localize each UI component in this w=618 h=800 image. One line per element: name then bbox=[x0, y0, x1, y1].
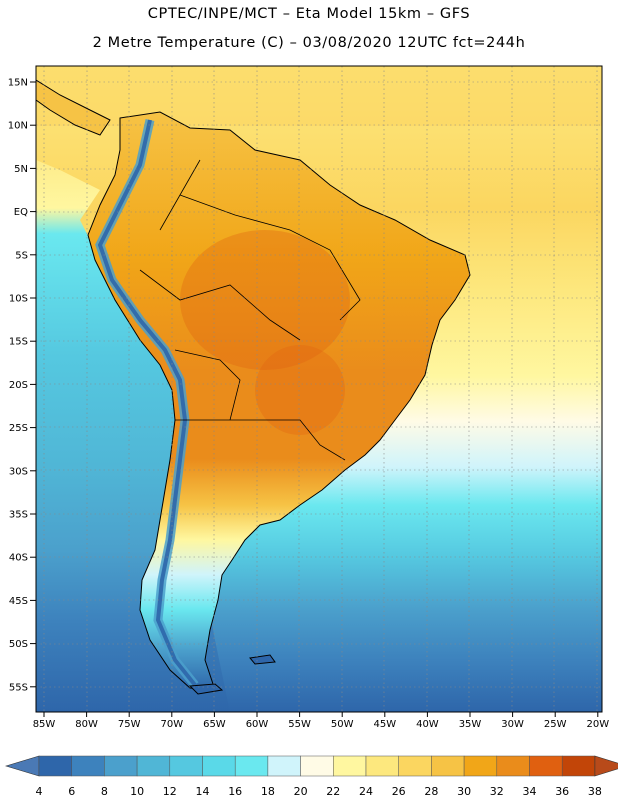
colorbar-tick-label: 18 bbox=[261, 785, 275, 798]
colorbar-tick-label: 12 bbox=[163, 785, 177, 798]
lon-label: 25W bbox=[544, 719, 567, 730]
colorbar-tick-label: 8 bbox=[101, 785, 108, 798]
lon-label: 40W bbox=[416, 719, 439, 730]
lon-label: 45W bbox=[373, 719, 396, 730]
lat-label: 20S bbox=[9, 380, 28, 391]
lat-label: 30S bbox=[9, 466, 28, 477]
colorbar-swatch bbox=[365, 755, 399, 777]
lon-label: 80W bbox=[75, 719, 98, 730]
lon-label: 35W bbox=[459, 719, 482, 730]
title-line-1: CPTEC/INPE/MCT – Eta Model 15km – GFS bbox=[147, 6, 471, 22]
colorbar-swatch bbox=[234, 755, 269, 777]
colorbar-tick-label: 22 bbox=[326, 785, 340, 798]
colorbar-tick-label: 28 bbox=[424, 785, 438, 798]
colorbar-low-arrow bbox=[4, 755, 40, 777]
colorbar-swatch bbox=[202, 755, 236, 777]
lon-label: 85W bbox=[33, 719, 56, 730]
lat-label: 45S bbox=[9, 596, 28, 607]
colorbar-tick-label: 32 bbox=[490, 785, 504, 798]
colorbar-swatch bbox=[463, 755, 498, 777]
lat-label: 25S bbox=[9, 423, 28, 434]
lat-label: 10S bbox=[9, 294, 28, 305]
lon-label: 65W bbox=[203, 719, 226, 730]
lat-label: 15N bbox=[8, 78, 28, 89]
lon-label: 20W bbox=[586, 719, 609, 730]
map-area bbox=[36, 66, 602, 712]
lon-label: 30W bbox=[501, 719, 524, 730]
lat-label: EQ bbox=[14, 207, 28, 218]
longitude-labels: 85W 80W 75W 70W 65W 60W 55W 50W 45W 40W 35W 30W 25W 2… bbox=[33, 712, 609, 730]
lat-label: 10N bbox=[8, 121, 28, 132]
colorbar-tick-label: 38 bbox=[588, 785, 602, 798]
andes-peaks bbox=[97, 119, 197, 687]
lat-label: 5S bbox=[15, 250, 28, 261]
colorbar-swatch bbox=[71, 755, 105, 777]
colorbar-tick-label: 6 bbox=[68, 785, 75, 798]
colorbar-tick-label: 14 bbox=[196, 785, 210, 798]
tierra-del-fuego bbox=[188, 683, 224, 695]
hot-interior bbox=[180, 230, 350, 370]
colorbar-tick-label: 36 bbox=[555, 785, 569, 798]
colorbar-high-arrow bbox=[594, 755, 618, 777]
colorbar-swatch bbox=[561, 755, 596, 777]
colorbar-swatch bbox=[136, 755, 171, 777]
colorbar-swatch bbox=[300, 755, 334, 777]
colorbar-tick-label: 30 bbox=[457, 785, 471, 798]
title-line-2: 2 Metre Temperature (C) – 03/08/2020 12U… bbox=[92, 35, 526, 51]
colorbar-swatch bbox=[496, 755, 530, 777]
latitude-labels: 15N 10N 5N EQ 5S 10S 15S 20S 25S 30S 35S 40S 45S 50S 5… bbox=[8, 78, 36, 693]
colorbar-tick-label: 10 bbox=[130, 785, 144, 798]
lat-label: 50S bbox=[9, 639, 28, 650]
country-borders bbox=[139, 159, 361, 461]
colorbar: 4 6 8 10 12 14 16 18 20 22 24 26 28 30 32 34 36 38 bbox=[4, 755, 618, 798]
colorbar-swatch bbox=[398, 755, 432, 777]
colorbar-tick-label: 4 bbox=[36, 785, 43, 798]
lon-label: 50W bbox=[331, 719, 354, 730]
colorbar-swatch bbox=[431, 755, 465, 777]
hot-chaco bbox=[255, 345, 345, 435]
lon-label: 75W bbox=[118, 719, 141, 730]
map-frame bbox=[35, 65, 603, 713]
colorbar-tick-label: 20 bbox=[294, 785, 308, 798]
colorbar-tick-label: 24 bbox=[359, 785, 373, 798]
colorbar-tick-label: 26 bbox=[392, 785, 406, 798]
colorbar-tick-label: 34 bbox=[523, 785, 537, 798]
colorbar-swatch bbox=[38, 755, 72, 777]
colorbar-swatch bbox=[333, 755, 367, 777]
lat-label: 35S bbox=[9, 510, 28, 521]
colorbar-swatch bbox=[169, 755, 203, 777]
lat-label: 40S bbox=[9, 553, 28, 564]
lon-label: 70W bbox=[160, 719, 183, 730]
lat-label: 5N bbox=[14, 164, 28, 175]
lon-label: 55W bbox=[288, 719, 311, 730]
lat-label: 15S bbox=[9, 337, 28, 348]
lon-label: 60W bbox=[246, 719, 269, 730]
central-america-land bbox=[36, 79, 111, 136]
colorbar-swatch bbox=[267, 755, 301, 777]
south-america-land bbox=[87, 111, 471, 691]
lat-label: 55S bbox=[9, 682, 28, 693]
colorbar-swatch bbox=[529, 755, 563, 777]
caribbean-sea bbox=[36, 66, 602, 126]
colorbar-swatch bbox=[104, 755, 138, 777]
falkland-islands bbox=[249, 654, 276, 665]
colorbar-tick-label: 16 bbox=[228, 785, 242, 798]
